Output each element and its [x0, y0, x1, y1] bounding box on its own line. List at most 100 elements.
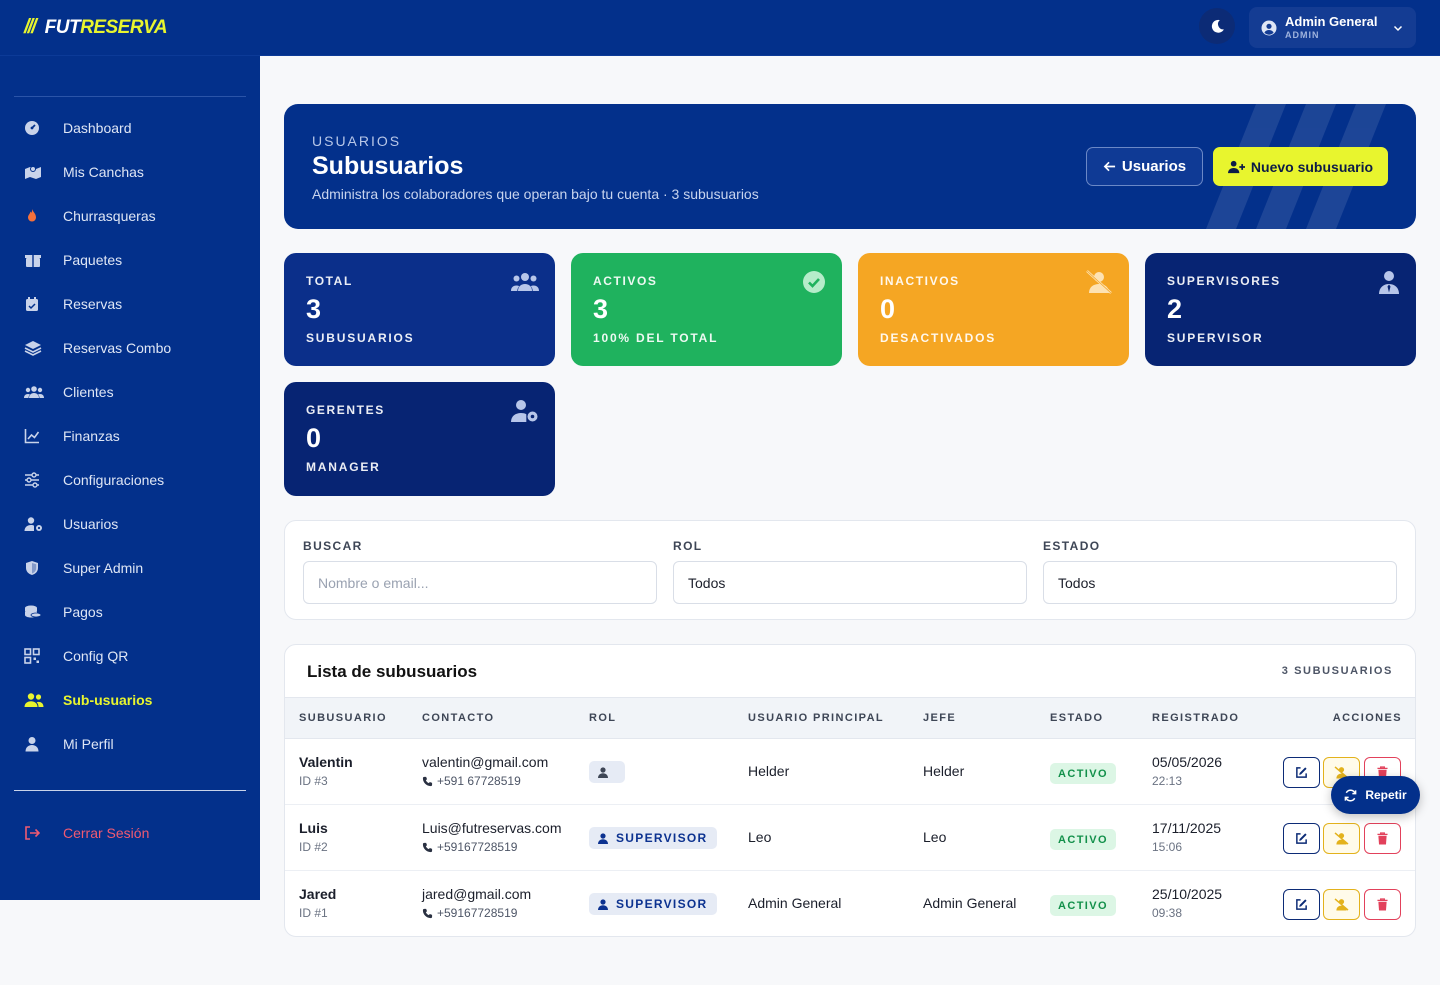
registered-time: 09:38 — [1152, 906, 1183, 920]
status-filter-label: ESTADO — [1043, 539, 1101, 553]
user-tie-icon — [598, 898, 608, 910]
logout-button[interactable]: Cerrar Sesión — [24, 821, 149, 845]
page-header: USUARIOS Subusuarios Administra los cola… — [284, 104, 1416, 229]
shield-icon — [24, 559, 46, 577]
edit-icon — [1296, 767, 1307, 778]
dashboard-icon — [24, 119, 46, 137]
back-to-usuarios-button[interactable]: Usuarios — [1086, 147, 1203, 186]
sliders-icon — [24, 471, 46, 489]
subuser-phone: +59167728519 — [422, 906, 517, 920]
filters-panel: BUSCAR ROL Todos ESTADO Todos — [284, 520, 1416, 620]
edit-button[interactable] — [1283, 757, 1320, 788]
map-icon — [24, 163, 46, 181]
table-row: Valentin ID #3 valentin@gmail.com +591 6… — [285, 739, 1415, 805]
sidebar-item-sub-usuarios[interactable]: Sub-usuarios — [24, 688, 152, 712]
deactivate-button[interactable] — [1323, 889, 1360, 920]
brand-logo[interactable]: /// FUTRESERVA — [24, 16, 168, 39]
stat-card-total: TOTAL 3 SUBUSUARIOS — [284, 253, 555, 366]
users-icon — [511, 273, 539, 291]
page-eyebrow: USUARIOS — [312, 133, 402, 149]
col-estado[interactable]: ESTADO — [1050, 712, 1104, 724]
user-icon — [598, 766, 608, 778]
coins-icon — [24, 603, 46, 621]
boss-name: Admin General — [923, 895, 1017, 911]
sidebar-item-dashboard[interactable]: Dashboard — [24, 116, 132, 140]
table-count: 3 SUBUSUARIOS — [1281, 665, 1393, 677]
page-title: Subusuarios — [312, 152, 464, 180]
deactivate-button[interactable] — [1323, 823, 1360, 854]
trash-icon — [1377, 832, 1388, 845]
subuser-email: Luis@futreservas.com — [422, 820, 562, 836]
registered-time: 22:13 — [1152, 774, 1183, 788]
user-icon — [24, 735, 46, 753]
users-icon — [24, 383, 46, 401]
user-tie-icon — [598, 832, 608, 844]
sidebar-item-churrasqueras[interactable]: Churrasqueras — [24, 204, 156, 228]
col-contacto[interactable]: CONTACTO — [422, 712, 495, 724]
edit-button[interactable] — [1283, 823, 1320, 854]
top-bar: /// FUTRESERVA Admin General ADMIN — [0, 0, 1440, 56]
role-badge: SUPERVISOR — [589, 893, 718, 915]
chevron-down-icon — [1393, 25, 1403, 31]
theme-toggle-button[interactable] — [1199, 8, 1235, 44]
col-rol[interactable]: ROL — [589, 712, 617, 724]
status-filter-select[interactable]: Todos — [1043, 561, 1397, 604]
sidebar-item-reservas-combo[interactable]: Reservas Combo — [24, 336, 171, 360]
table-row: Jared ID #1 jared@gmail.com +59167728519… — [285, 871, 1415, 936]
subuser-email: valentin@gmail.com — [422, 754, 549, 770]
role-filter-label: ROL — [673, 539, 703, 553]
user-plus-icon — [1227, 160, 1245, 173]
boss-name: Leo — [923, 829, 947, 845]
status-badge: ACTIVO — [1050, 895, 1116, 916]
role-filter-select[interactable]: Todos — [673, 561, 1027, 604]
search-input[interactable] — [303, 561, 657, 604]
user-slash-icon — [1334, 832, 1349, 845]
new-subuser-button[interactable]: Nuevo subusuario — [1213, 147, 1388, 186]
fire-icon — [24, 207, 46, 225]
registered-time: 15:06 — [1152, 840, 1183, 854]
phone-icon — [422, 842, 433, 852]
sidebar-item-configuraciones[interactable]: Configuraciones — [24, 468, 164, 492]
refresh-icon — [1344, 789, 1357, 801]
sidebar-item-finanzas[interactable]: Finanzas — [24, 424, 120, 448]
edit-button[interactable] — [1283, 889, 1320, 920]
sidebar-item-usuarios[interactable]: Usuarios — [24, 512, 118, 536]
edit-icon — [1296, 899, 1307, 910]
registered-date: 25/10/2025 — [1152, 886, 1223, 902]
qr-icon — [24, 647, 46, 665]
user-cog-icon — [511, 400, 538, 422]
delete-button[interactable] — [1364, 823, 1401, 854]
sidebar-item-mis-canchas[interactable]: Mis Canchas — [24, 160, 144, 184]
stat-card-gerentes: GERENTES 0 MANAGER — [284, 382, 555, 496]
col-registrado[interactable]: REGISTRADO — [1152, 712, 1240, 724]
status-badge: ACTIVO — [1050, 829, 1116, 850]
sidebar-item-clientes[interactable]: Clientes — [24, 380, 114, 404]
phone-icon — [422, 776, 433, 786]
phone-icon — [422, 908, 433, 918]
principal-user: Helder — [748, 763, 790, 779]
user-menu[interactable]: Admin General ADMIN — [1249, 7, 1416, 48]
col-usuario-principal[interactable]: USUARIO PRINCIPAL — [748, 712, 885, 724]
sidebar-item-pagos[interactable]: Pagos — [24, 600, 103, 624]
col-subusuario[interactable]: SUBUSUARIO — [299, 712, 387, 724]
arrow-left-icon — [1103, 161, 1115, 172]
sidebar-item-super-admin[interactable]: Super Admin — [24, 556, 143, 580]
delete-button[interactable] — [1364, 889, 1401, 920]
user-tie-icon — [1379, 271, 1399, 294]
subuser-phone: +591 67728519 — [422, 774, 521, 788]
sidebar-item-mi-perfil[interactable]: Mi Perfil — [24, 732, 114, 756]
sidebar-divider — [14, 96, 246, 97]
stat-card-inactivos: INACTIVOS 0 DESACTIVADOS — [858, 253, 1129, 366]
sidebar-item-config-qr[interactable]: Config QR — [24, 644, 128, 668]
logo-text: FUTRESERVA — [44, 16, 168, 38]
sidebar-item-paquetes[interactable]: Paquetes — [24, 248, 122, 272]
repeat-button[interactable]: Repetir — [1331, 776, 1420, 814]
sidebar: Dashboard Mis Canchas Churrasqueras Paqu… — [0, 56, 260, 900]
registered-date: 05/05/2026 — [1152, 754, 1223, 770]
calendar-icon — [24, 295, 46, 313]
layers-icon — [24, 339, 46, 357]
col-jefe[interactable]: JEFE — [923, 712, 957, 724]
principal-user: Leo — [748, 829, 772, 845]
box-icon — [24, 251, 46, 269]
sidebar-item-reservas[interactable]: Reservas — [24, 292, 122, 316]
